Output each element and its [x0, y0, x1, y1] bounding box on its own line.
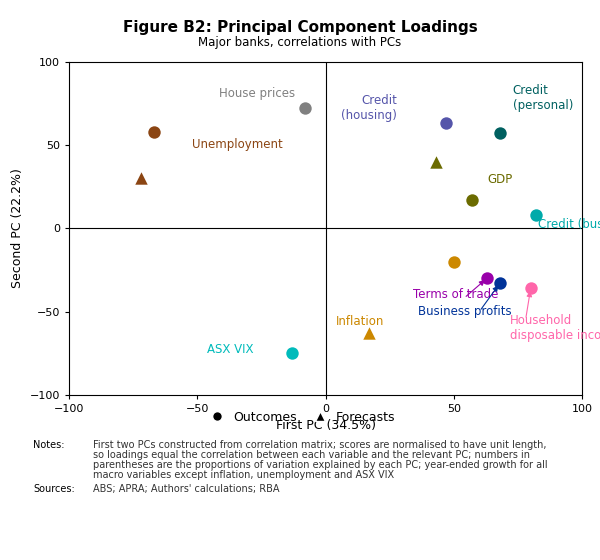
Text: Notes:: Notes:: [33, 440, 65, 450]
Text: First two PCs constructed from correlation matrix; scores are normalised to have: First two PCs constructed from correlati…: [93, 440, 547, 450]
Point: [449, 257, 458, 266]
Text: Credit
(housing): Credit (housing): [341, 94, 397, 122]
Legend: Outcomes, Forecasts: Outcomes, Forecasts: [200, 405, 400, 429]
Point: [495, 279, 505, 288]
Text: ASX VIX: ASX VIX: [207, 343, 254, 356]
Point: [364, 329, 374, 338]
Point: [495, 129, 505, 138]
Point: [482, 274, 492, 283]
Text: Figure B2: Principal Component Loadings: Figure B2: Principal Component Loadings: [122, 20, 478, 35]
Text: so loadings equal the correlation between each variable and the relevant PC; num: so loadings equal the correlation betwee…: [93, 450, 530, 460]
Point: [431, 157, 440, 166]
Text: Unemployment: Unemployment: [192, 138, 283, 151]
Point: [287, 349, 297, 358]
Text: Major banks, correlations with PCs: Major banks, correlations with PCs: [199, 36, 401, 49]
Point: [441, 119, 451, 128]
Text: Inflation: Inflation: [336, 315, 384, 328]
Text: macro variables except inflation, unemployment and ASX VIX: macro variables except inflation, unempl…: [93, 470, 394, 480]
Point: [531, 211, 541, 220]
Point: [149, 127, 158, 136]
Text: Business profits: Business profits: [418, 305, 511, 318]
Text: Credit
(personal): Credit (personal): [513, 84, 573, 112]
Text: Sources:: Sources:: [33, 484, 75, 494]
Text: Terms of trade: Terms of trade: [413, 288, 498, 301]
Point: [136, 174, 146, 183]
Text: House prices: House prices: [218, 87, 295, 100]
X-axis label: First PC (34.5%): First PC (34.5%): [275, 419, 376, 432]
Text: GDP: GDP: [487, 174, 512, 186]
Text: Credit (business): Credit (business): [538, 218, 600, 231]
Point: [467, 195, 476, 204]
Y-axis label: Second PC (22.2%): Second PC (22.2%): [11, 168, 24, 288]
Point: [526, 284, 536, 293]
Text: parentheses are the proportions of variation explained by each PC; year-ended gr: parentheses are the proportions of varia…: [93, 460, 548, 470]
Point: [300, 104, 310, 113]
Text: Household
disposable income: Household disposable income: [510, 314, 600, 342]
Text: ABS; APRA; Authors' calculations; RBA: ABS; APRA; Authors' calculations; RBA: [93, 484, 280, 494]
